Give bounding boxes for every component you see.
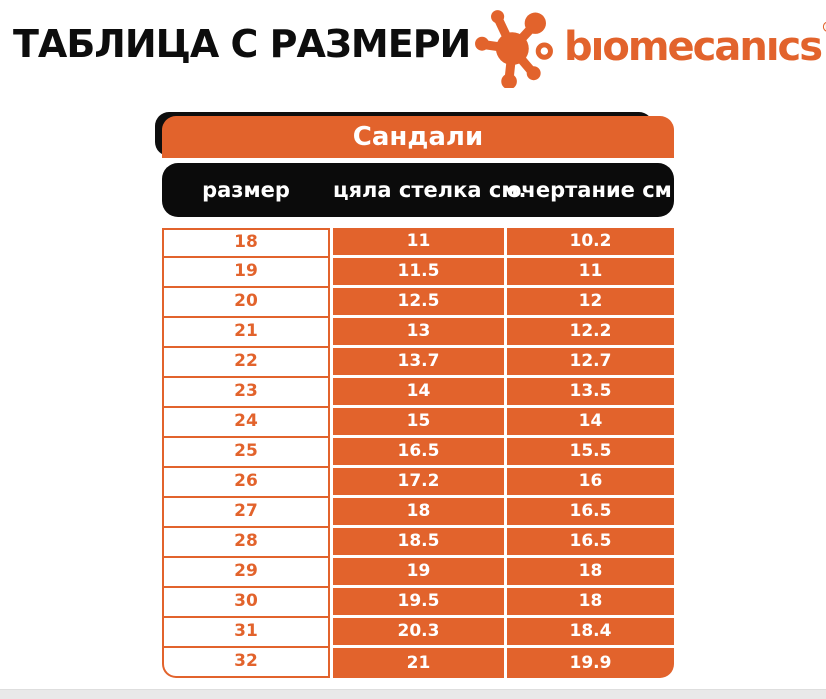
insole-cell: 17.2	[333, 468, 504, 498]
outline-cell: 14	[507, 408, 674, 438]
size-cell: 22	[162, 348, 330, 378]
size-cell: 21	[162, 318, 330, 348]
outline-cell: 18	[507, 558, 674, 588]
scan-edge-strip	[0, 689, 826, 699]
column-header-size: размер	[202, 178, 290, 202]
column-header-insole: цяла стелка см.	[333, 178, 527, 202]
insole-cell: 21	[333, 648, 504, 678]
size-cell: 28	[162, 528, 330, 558]
outline-cell: 10.2	[507, 228, 674, 258]
splat-molecule-icon	[475, 10, 553, 88]
size-cell: 20	[162, 288, 330, 318]
table-caption: Сандали	[162, 116, 674, 158]
insole-column: 11 11.5 12.5 13 13.7 14 15 16.5 17.2 18 18.5 19 19.5…	[333, 228, 504, 678]
size-cell: 30	[162, 588, 330, 618]
insole-cell: 16.5	[333, 438, 504, 468]
column-header-outline: очертание см.	[507, 178, 680, 202]
size-column: 18 19 20 21 22 23 24 25 26 27 28 29 30 31 32	[162, 228, 330, 678]
size-cell: 19	[162, 258, 330, 288]
page-title: ТАБЛИЦА С РАЗМЕРИ	[13, 22, 471, 66]
size-table: Сандали размер цяла стелка см. очертание…	[155, 112, 680, 678]
size-cell: 24	[162, 408, 330, 438]
outline-cell: 19.9	[507, 648, 674, 678]
table-caption-row: Сандали	[155, 112, 674, 158]
outline-cell: 11	[507, 258, 674, 288]
outline-cell: 16	[507, 468, 674, 498]
size-cell: 27	[162, 498, 330, 528]
outline-cell: 18	[507, 588, 674, 618]
outline-column: 10.2 11 12 12.2 12.7 13.5 14 15.5 16 16.5 16.5 18 18…	[507, 228, 674, 678]
table-header-row: размер цяла стелка см. очертание см.	[162, 163, 680, 217]
brand-wordmark: bıomecanıcs®	[564, 20, 826, 70]
table-body: 18 19 20 21 22 23 24 25 26 27 28 29 30 31 32 11 11.5 12.…	[162, 228, 674, 678]
insole-cell: 13.7	[333, 348, 504, 378]
insole-cell: 11	[333, 228, 504, 258]
brand-name-text: bıomecanıcs	[564, 24, 823, 70]
outline-cell: 12.2	[507, 318, 674, 348]
outline-cell: 18.4	[507, 618, 674, 648]
outline-cell: 13.5	[507, 378, 674, 408]
insole-cell: 18.5	[333, 528, 504, 558]
size-cell: 31	[162, 618, 330, 648]
size-cell: 29	[162, 558, 330, 588]
insole-cell: 15	[333, 408, 504, 438]
insole-cell: 18	[333, 498, 504, 528]
outline-cell: 16.5	[507, 498, 674, 528]
registered-trademark-symbol: ®	[821, 20, 826, 36]
outline-cell: 12	[507, 288, 674, 318]
insole-cell: 20.3	[333, 618, 504, 648]
size-cell: 23	[162, 378, 330, 408]
insole-cell: 14	[333, 378, 504, 408]
insole-cell: 19.5	[333, 588, 504, 618]
insole-cell: 11.5	[333, 258, 504, 288]
size-cell: 32	[162, 648, 330, 678]
outline-cell: 12.7	[507, 348, 674, 378]
outline-cell: 15.5	[507, 438, 674, 468]
size-cell: 25	[162, 438, 330, 468]
outline-cell: 16.5	[507, 528, 674, 558]
size-cell: 18	[162, 228, 330, 258]
insole-cell: 13	[333, 318, 504, 348]
insole-cell: 12.5	[333, 288, 504, 318]
size-cell: 26	[162, 468, 330, 498]
insole-cell: 19	[333, 558, 504, 588]
